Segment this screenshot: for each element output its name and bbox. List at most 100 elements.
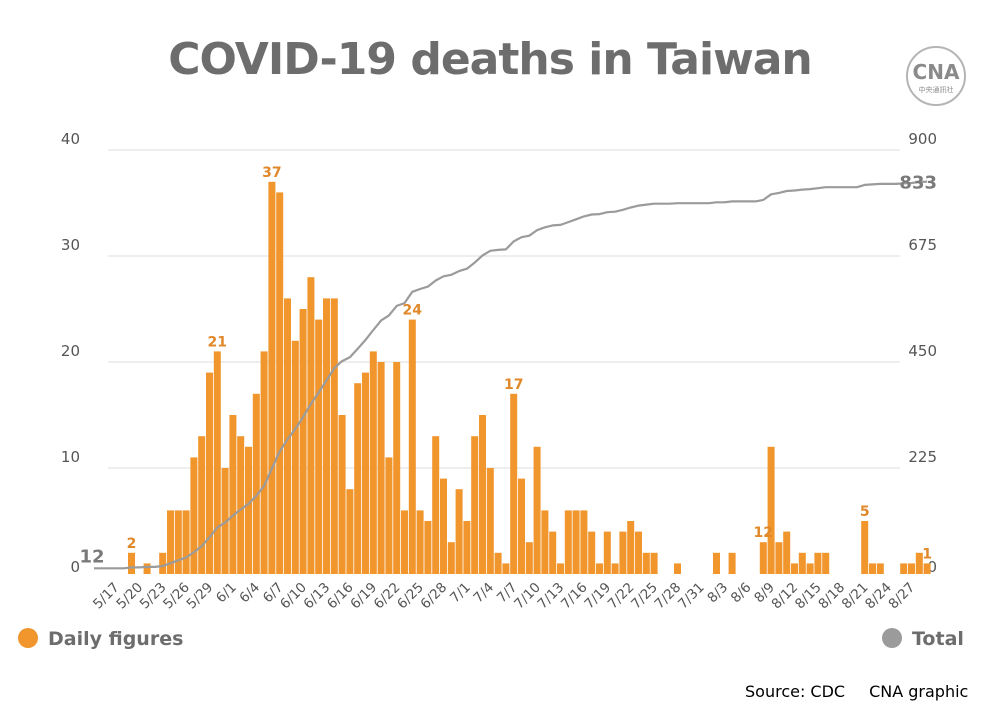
grid-lines	[108, 149, 900, 469]
data-label: 833	[899, 173, 937, 194]
daily-bar	[783, 531, 791, 574]
left-tick-label: 10	[61, 448, 80, 466]
daily-bar	[416, 510, 424, 574]
daily-bar	[276, 192, 284, 574]
data-label: 2	[127, 536, 137, 552]
daily-bar	[182, 510, 190, 574]
daily-bar	[635, 531, 642, 574]
daily-bar	[806, 563, 814, 574]
daily-bar	[432, 436, 440, 574]
daily-bar	[291, 340, 299, 574]
logo-mark: CNA	[913, 60, 960, 84]
data-label: 1	[922, 546, 932, 562]
x-tick-label: 7/4	[470, 580, 497, 607]
data-label: 12	[79, 546, 104, 567]
daily-bar	[268, 181, 276, 575]
daily-bar	[213, 351, 221, 574]
right-tick-label: 225	[908, 448, 937, 466]
daily-bar	[674, 563, 681, 574]
daily-bar	[229, 415, 237, 574]
daily-bar	[190, 457, 198, 574]
daily-bar	[128, 552, 135, 574]
left-tick-label: 0	[70, 558, 80, 576]
daily-bar	[315, 319, 323, 574]
daily-bar	[377, 362, 385, 574]
daily-bar	[900, 563, 908, 574]
daily-bar	[876, 563, 884, 574]
daily-bar	[518, 478, 525, 574]
daily-bar	[596, 563, 603, 574]
daily-bar	[159, 552, 167, 574]
daily-bar	[260, 351, 268, 574]
daily-bar	[354, 383, 362, 574]
x-tick-label: 7/1	[447, 580, 474, 607]
x-tick-label: 6/28	[418, 580, 451, 613]
daily-bar	[510, 393, 518, 574]
daily-bar	[408, 319, 416, 574]
daily-bar	[307, 277, 315, 574]
daily-bar	[393, 362, 401, 574]
logo-subtext: 中央通訊社	[919, 85, 954, 94]
daily-bar	[299, 309, 307, 574]
data-labels: 12 2 21 37 24 17 12 5 1 833	[79, 165, 937, 568]
daily-bar	[915, 552, 923, 574]
daily-bar	[767, 446, 775, 574]
daily-bar	[167, 510, 174, 574]
daily-bar	[869, 563, 876, 574]
daily-bar	[330, 298, 338, 574]
daily-bar	[198, 436, 206, 574]
daily-bar	[759, 542, 767, 574]
daily-bar	[143, 563, 151, 574]
legend-daily-swatch	[18, 628, 38, 648]
daily-bar	[564, 510, 572, 574]
daily-bar	[713, 552, 720, 574]
daily-bar	[822, 552, 830, 574]
source-line: Source: CDC CNA graphic	[745, 682, 968, 701]
data-label: 24	[403, 303, 423, 319]
daily-bar	[447, 542, 455, 574]
credit-text: CNA graphic	[869, 682, 969, 701]
daily-bar	[479, 415, 486, 574]
daily-bar	[284, 298, 291, 574]
daily-bar	[455, 489, 463, 574]
x-tick-label: 7/31	[675, 580, 708, 613]
daily-bar	[611, 563, 619, 574]
daily-bar	[775, 542, 783, 574]
daily-bar	[338, 415, 346, 574]
daily-bar	[588, 531, 596, 574]
daily-bar	[861, 521, 869, 574]
daily-bar	[908, 563, 915, 574]
right-tick-label: 900	[908, 130, 937, 148]
daily-bar	[798, 552, 806, 574]
daily-bar	[323, 298, 330, 574]
daily-bar	[486, 468, 494, 574]
x-tick-label: 5/29	[184, 580, 217, 613]
daily-bar	[814, 552, 822, 574]
legend-daily: Daily figures	[18, 628, 183, 650]
daily-bar	[346, 489, 354, 574]
source-text: Source: CDC	[745, 682, 846, 701]
left-tick-label: 30	[61, 236, 80, 254]
daily-bar	[237, 436, 245, 574]
daily-bar	[252, 393, 260, 574]
left-tick-label: 40	[61, 130, 80, 148]
daily-bar	[245, 446, 252, 574]
right-tick-label: 0	[927, 558, 937, 576]
data-label: 12	[754, 525, 773, 541]
legend-total-label: Total	[912, 628, 964, 650]
left-tick-label: 20	[61, 342, 80, 360]
data-label: 17	[504, 377, 523, 393]
daily-bar	[369, 351, 377, 574]
x-axis-ticks: 5/175/205/235/265/296/16/46/76/106/136/1…	[90, 580, 918, 613]
daily-bar	[401, 510, 408, 574]
chart-title: COVID-19 deaths in Taiwan	[168, 34, 813, 85]
daily-bar	[533, 446, 541, 574]
left-axis-ticks: 0 10 20 30 40	[61, 130, 80, 576]
daily-bar	[650, 552, 658, 574]
daily-bar	[791, 563, 798, 574]
daily-bars	[128, 181, 931, 575]
daily-bar	[174, 510, 182, 574]
daily-bar	[424, 521, 432, 574]
legend-daily-label: Daily figures	[48, 628, 184, 650]
